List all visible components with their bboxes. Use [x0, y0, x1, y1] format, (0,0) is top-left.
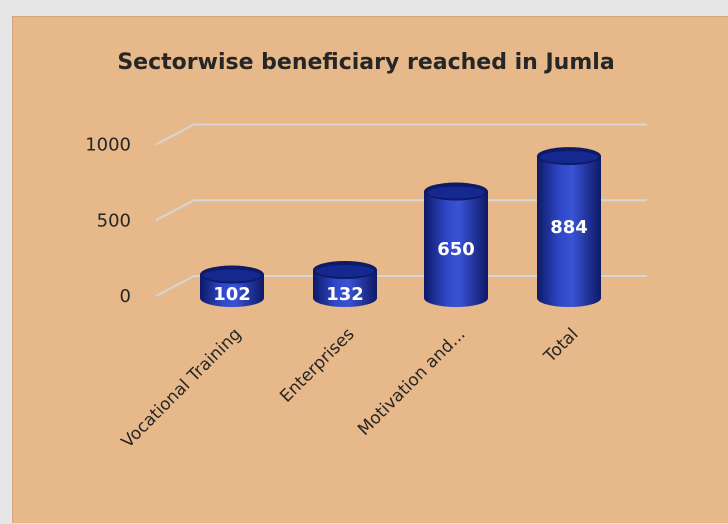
bar-top-highlight: [203, 269, 261, 282]
y-tick-label: 500: [97, 210, 131, 231]
data-label: 884: [550, 217, 588, 238]
gridline: [155, 123, 647, 146]
bar-body: [200, 274, 264, 307]
data-label: 132: [326, 284, 364, 305]
bar: 650: [424, 182, 488, 307]
bar-top-highlight: [427, 186, 485, 199]
bar-top-highlight: [540, 151, 598, 164]
bars: 102 132 650 884: [200, 147, 601, 307]
data-label: 102: [213, 284, 251, 305]
y-tick-label: 0: [120, 286, 131, 307]
gridline: [155, 199, 647, 222]
x-axis-ticks: Vocational Training EnterprisesMotivation…: [118, 324, 583, 452]
chart-canvas: Sectorwise beneficiary reached in Jumla …: [85, 50, 647, 452]
gridlines: [155, 123, 647, 297]
data-label: 650: [437, 239, 475, 260]
x-tick-label: Total: [540, 324, 583, 367]
bar-top-highlight: [316, 265, 374, 278]
chart-area: Sectorwise beneficiary reached in Jumla …: [12, 16, 728, 523]
bar-body: [313, 270, 377, 307]
y-axis-ticks: 0 500 1000: [85, 135, 131, 308]
gridline: [155, 275, 647, 297]
bar-body: [424, 191, 488, 307]
bar-body: [537, 156, 601, 307]
bar: 884: [537, 147, 601, 307]
y-tick-label: 1000: [85, 135, 131, 156]
bar: 132: [313, 261, 377, 307]
x-tick-label: Motivation and...: [354, 324, 469, 439]
chart-title: Sectorwise beneficiary reached in Jumla: [117, 50, 614, 75]
x-tick-label: Enterprises: [276, 324, 358, 406]
bar: 102: [200, 265, 264, 307]
x-tick-label: Vocational Training: [118, 324, 246, 452]
